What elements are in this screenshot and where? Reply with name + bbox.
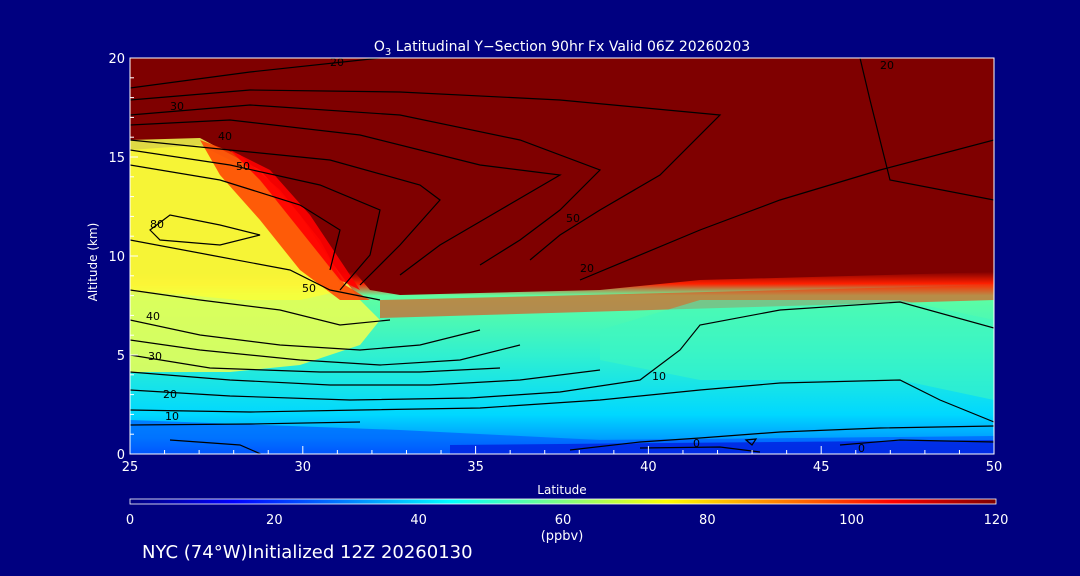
ozone-field: [130, 58, 994, 454]
colorbar-tick-label: 40: [410, 513, 427, 528]
x-tick-label: 45: [813, 460, 830, 475]
contour-label: 50: [302, 282, 316, 295]
y-tick-label: 15: [108, 151, 125, 166]
y-tick-label: 20: [108, 52, 125, 67]
y-tick-label: 10: [108, 250, 125, 265]
contour-labels: 0 0 10 10 20 20 20 20 30 30 40 40 50 50 …: [146, 56, 894, 455]
contour-lines: [130, 58, 994, 454]
colorbar-tick-label: 100: [839, 513, 864, 528]
x-tick-label: 40: [640, 460, 657, 475]
contour-label: 30: [148, 350, 162, 363]
contour-label: 20: [580, 262, 594, 275]
axes: 25 30 35 40 45 50 0 5 10 15 20: [108, 52, 1002, 475]
contour-label: 20: [880, 59, 894, 72]
contour-label: 10: [652, 370, 666, 383]
x-tick-label: 25: [122, 460, 139, 475]
colorbar-tick-label: 20: [266, 513, 283, 528]
contour-label: 20: [330, 56, 344, 69]
colorbar-tick-label: 0: [126, 513, 134, 528]
contour-label: 50: [566, 212, 580, 225]
colorbar-tick-label: 80: [699, 513, 716, 528]
contour-label: 0: [693, 437, 700, 450]
y-tick-label: 0: [117, 448, 125, 463]
colorbar-tick-label: 60: [555, 513, 572, 528]
contour-label: 30: [170, 100, 184, 113]
contour-label: 10: [165, 410, 179, 423]
contour-label: 50: [236, 160, 250, 173]
colorbar: [129, 498, 997, 505]
footer-initialized: NYC (74°W)Initialized 12Z 20260130: [142, 542, 473, 563]
y-axis-title: Altitude (km): [86, 223, 100, 302]
x-tick-label: 35: [467, 460, 484, 475]
contour-label: 20: [163, 388, 177, 401]
contour-label: 80: [150, 218, 164, 231]
contour-label: 40: [218, 130, 232, 143]
colorbar-tick-label: 120: [984, 513, 1009, 528]
contour-label: 0: [858, 442, 865, 455]
colorbar-unit: (ppbv): [541, 529, 584, 544]
x-axis-title: Latitude: [537, 483, 586, 497]
contour-label: 40: [146, 310, 160, 323]
colorbar-ticks: 0 20 40 60 80 100 120: [126, 513, 1009, 528]
chart-title: O3 Latitudinal Y−Section 90hr Fx Valid 0…: [374, 39, 750, 58]
x-tick-label: 50: [986, 460, 1003, 475]
y-tick-label: 5: [117, 349, 125, 364]
x-tick-label: 30: [295, 460, 312, 475]
